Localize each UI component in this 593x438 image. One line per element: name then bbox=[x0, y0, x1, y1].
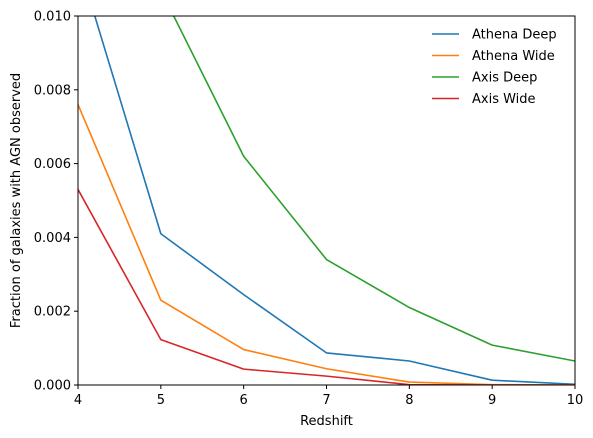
x-tick-label: 9 bbox=[488, 393, 496, 408]
x-tick-label: 8 bbox=[405, 393, 413, 408]
legend-label: Athena Deep bbox=[472, 28, 557, 43]
series-line-athena-deep bbox=[93, 16, 575, 385]
legend-label: Axis Wide bbox=[472, 92, 536, 107]
x-axis-ticks: 4 5 6 7 8 9 10 bbox=[74, 385, 583, 408]
x-tick-label: 4 bbox=[74, 393, 82, 408]
legend: Athena Deep Athena Wide Axis Deep Axis Wide bbox=[432, 28, 557, 107]
y-tick-label: 0.004 bbox=[34, 231, 71, 246]
series-line-axis-wide bbox=[78, 189, 575, 385]
legend-label: Axis Deep bbox=[472, 71, 537, 86]
y-tick-label: 0.000 bbox=[34, 379, 71, 394]
x-axis-label: Redshift bbox=[300, 414, 353, 429]
y-axis-ticks: 0.000 0.002 0.004 0.006 0.008 0.010 bbox=[34, 10, 78, 394]
series-line-axis-deep bbox=[172, 16, 575, 362]
x-tick-label: 7 bbox=[322, 393, 330, 408]
plot-background bbox=[78, 16, 575, 385]
y-tick-label: 0.002 bbox=[34, 305, 71, 320]
x-tick-label: 5 bbox=[157, 393, 165, 408]
x-tick-label: 6 bbox=[240, 393, 248, 408]
y-tick-label: 0.010 bbox=[34, 10, 71, 25]
y-axis-label: Fraction of galaxies with AGN observed bbox=[9, 73, 24, 328]
y-tick-label: 0.006 bbox=[34, 157, 71, 172]
legend-label: Athena Wide bbox=[472, 49, 555, 64]
series-layer bbox=[78, 16, 575, 385]
x-tick-label: 10 bbox=[567, 393, 584, 408]
y-tick-label: 0.008 bbox=[34, 83, 71, 98]
